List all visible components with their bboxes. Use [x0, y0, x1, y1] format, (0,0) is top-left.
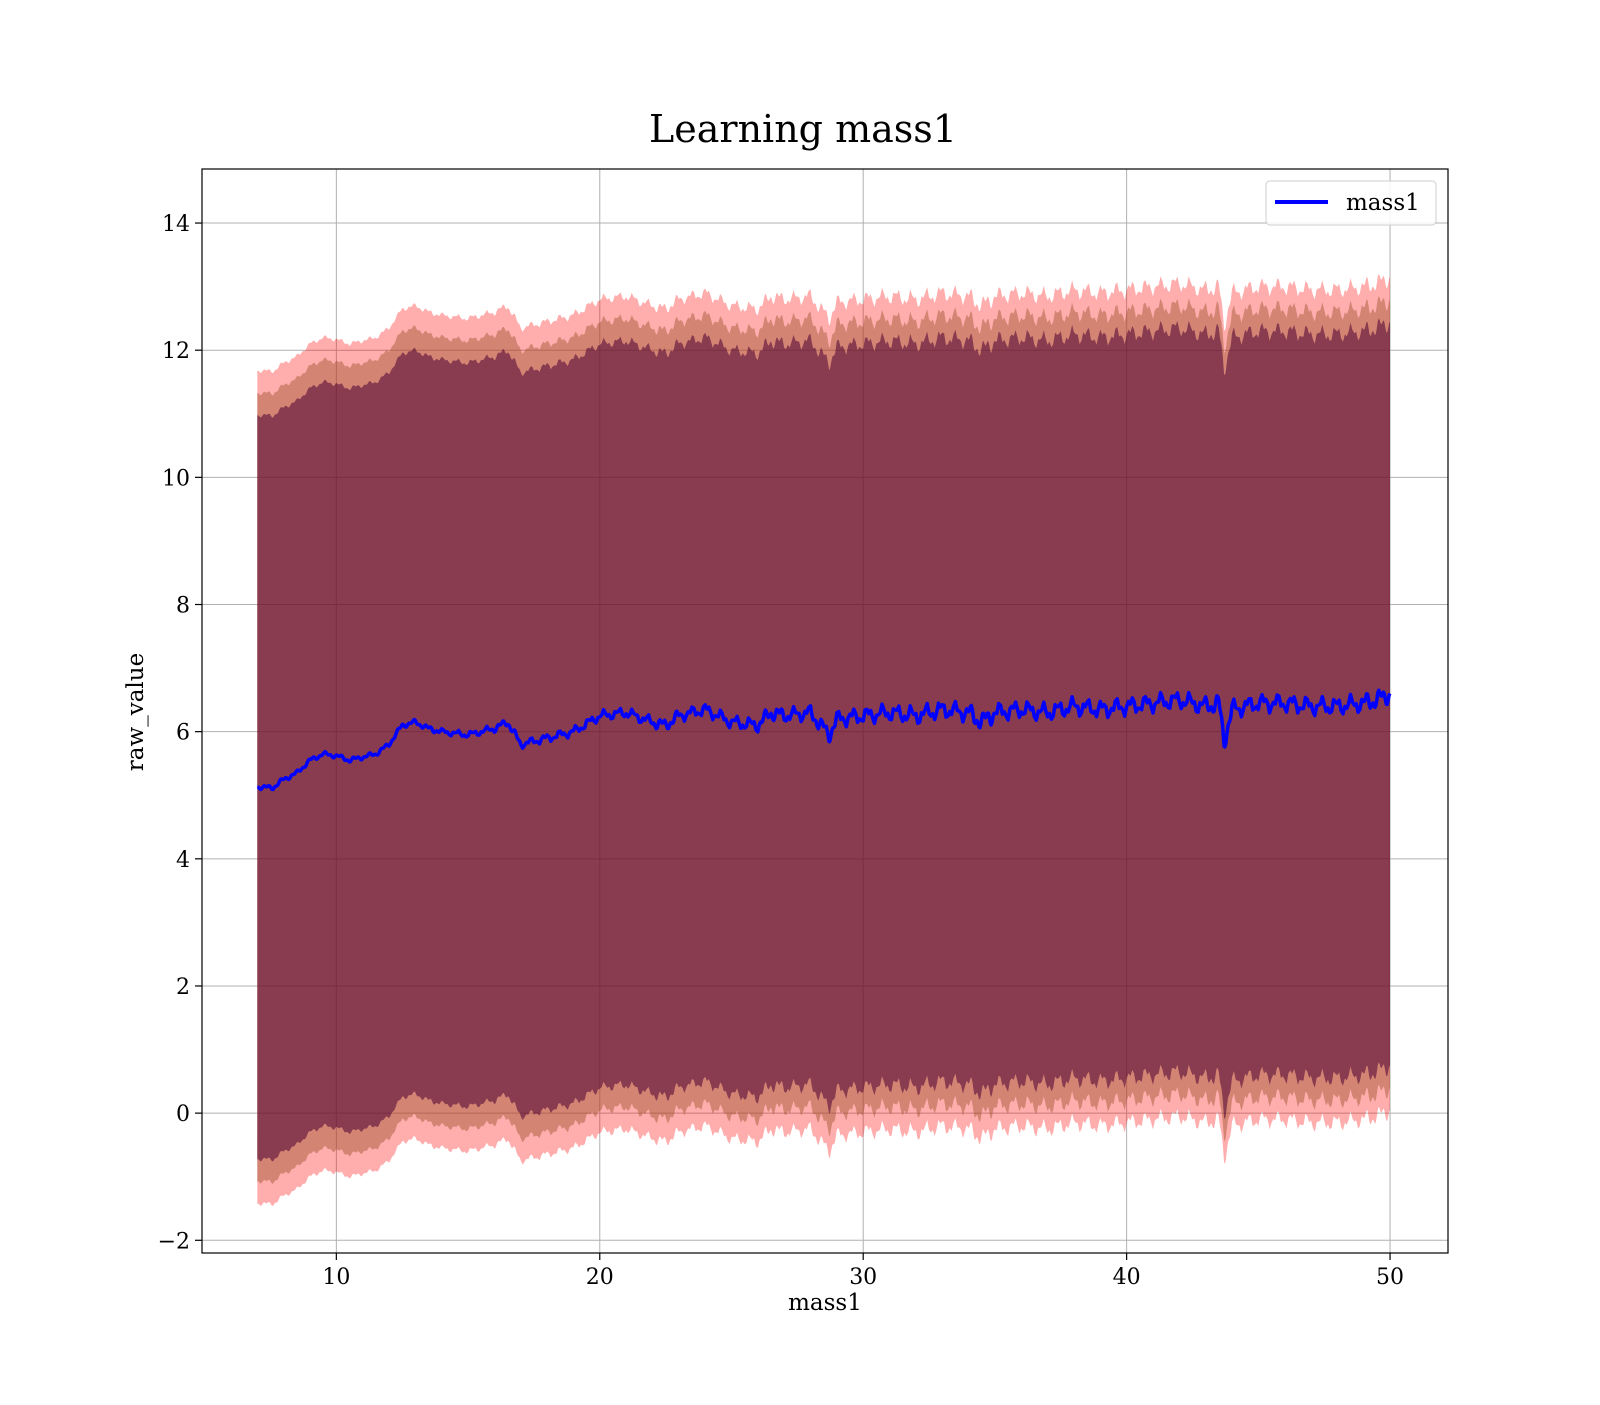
chart-title: Learning mass1: [649, 107, 957, 151]
y-tick-label: 4: [176, 848, 190, 873]
y-tick-label: 8: [176, 594, 190, 619]
y-tick-label: 0: [176, 1102, 190, 1127]
y-tick-label: −2: [158, 1229, 190, 1254]
x-axis-ticks: 10 20 30 40 50: [322, 1253, 1404, 1290]
x-tick-label: 20: [586, 1265, 614, 1290]
y-tick-label: 6: [176, 721, 190, 746]
x-tick-label: 50: [1376, 1265, 1404, 1290]
x-tick-label: 10: [322, 1265, 350, 1290]
series-line: [256, 688, 1392, 792]
y-axis-ticks: −2 0 2 4 6 8 10 12 14: [158, 212, 202, 1254]
y-tick-label: 2: [176, 975, 190, 1000]
series-lines: [256, 688, 1392, 792]
x-tick-label: 40: [1113, 1265, 1141, 1290]
x-tick-label: 30: [849, 1265, 877, 1290]
y-tick-label: 14: [162, 212, 190, 237]
y-axis-label: raw_value: [123, 653, 149, 771]
plot-frame: [201, 168, 1449, 1254]
confidence-band: [257, 318, 1390, 1162]
y-tick-label: 10: [162, 466, 190, 491]
y-tick-label: 12: [162, 339, 190, 364]
x-axis-label: mass1: [788, 1290, 862, 1316]
confidence-bands: [257, 273, 1390, 1206]
legend: mass1: [1265, 180, 1437, 226]
legend-box: [1265, 180, 1437, 226]
legend-label: mass1: [1346, 190, 1420, 216]
